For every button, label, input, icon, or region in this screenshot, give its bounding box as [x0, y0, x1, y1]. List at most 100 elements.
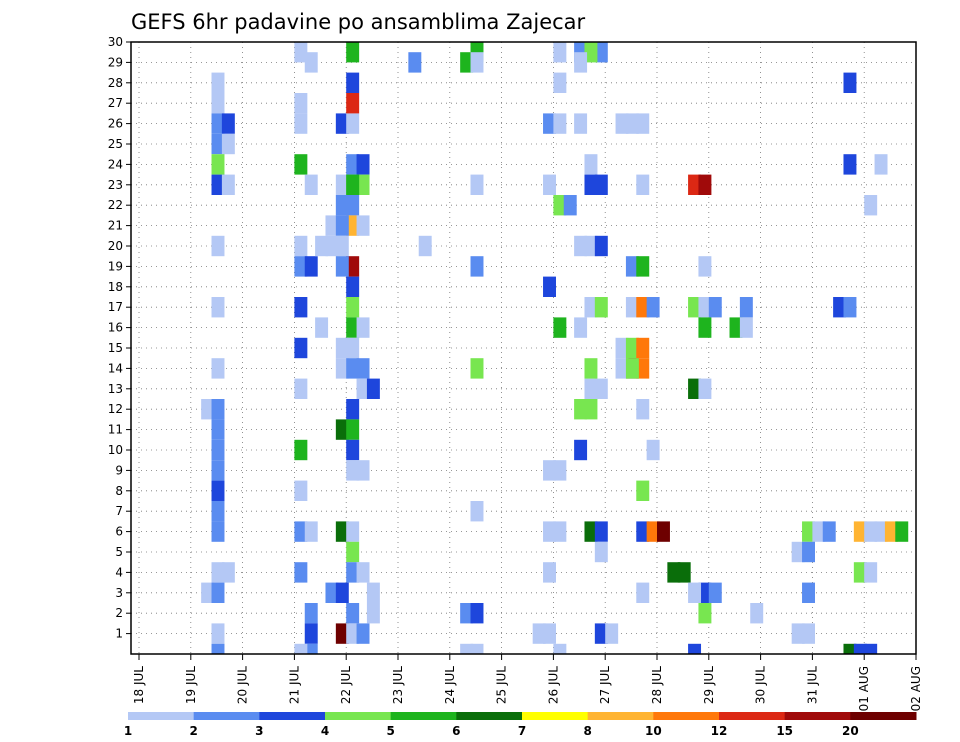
heatmap-cell [211, 521, 225, 542]
heatmap-cell [294, 643, 308, 654]
y-tick-label: 25 [108, 137, 123, 151]
heatmap-cell [884, 521, 898, 542]
heatmap-cell [356, 460, 370, 481]
y-tick-label: 14 [108, 361, 123, 375]
heatmap-cell [335, 419, 349, 440]
y-tick-label: 22 [108, 198, 123, 212]
x-tick-label: 24 JUL [443, 666, 457, 704]
colorbar-label: 4 [321, 724, 329, 738]
heatmap-cell [636, 256, 650, 277]
heatmap-cell [657, 521, 670, 542]
heatmap-cell [584, 297, 598, 318]
heatmap-cell [615, 113, 629, 134]
heatmap-cell [460, 52, 474, 73]
heatmap-cell [346, 154, 360, 175]
y-tick-label: 7 [115, 504, 123, 518]
heatmap-cell [688, 297, 702, 318]
y-tick-label: 27 [108, 96, 123, 110]
heatmap-cell [211, 439, 225, 461]
heatmap-cell [874, 521, 888, 542]
heatmap-cell [335, 113, 349, 134]
heatmap-cell [335, 215, 349, 236]
heatmap-cell [346, 72, 360, 93]
y-tick-label: 12 [108, 402, 123, 416]
heatmap-cell [315, 235, 329, 257]
heatmap-cell [843, 72, 857, 93]
heatmap-cell [366, 378, 380, 399]
heatmap-cell [636, 399, 650, 420]
y-tick-label: 26 [108, 117, 123, 131]
heatmap-cell [294, 235, 308, 257]
heatmap-cell [895, 521, 909, 542]
heatmap-cell [304, 623, 318, 644]
heatmap-cell [335, 337, 349, 359]
colorbar-swatch [587, 712, 654, 720]
heatmap-cell [294, 93, 308, 114]
x-tick-label: 21 JUL [287, 666, 301, 704]
heatmap-cell [294, 42, 308, 63]
heatmap-cell [211, 419, 225, 440]
y-tick-label: 6 [115, 525, 123, 539]
heatmap-cell [294, 113, 308, 134]
y-tick-label: 20 [108, 239, 123, 253]
heatmap-cell [843, 297, 857, 318]
heatmap-cell [553, 643, 567, 654]
heatmap-cells [201, 42, 909, 654]
heatmap-cell [646, 521, 660, 542]
heatmap-cell [688, 378, 702, 399]
heatmap-cell [346, 276, 360, 297]
heatmap-cell [543, 113, 556, 134]
heatmap-cell [211, 623, 225, 644]
heatmap-cell [594, 521, 608, 542]
heatmap-cell [584, 521, 598, 542]
y-tick-label: 18 [108, 280, 123, 294]
heatmap-cell [698, 297, 712, 318]
heatmap-cell [470, 174, 484, 195]
heatmap-cell [294, 154, 308, 175]
x-axis-ticks: 18 JUL 19 JUL 20 JUL 21 JUL 22 JUL 23 JUL 24 J… [132, 654, 923, 711]
heatmap-cell [211, 93, 225, 114]
heatmap-cell [543, 460, 556, 481]
heatmap-cell [698, 582, 712, 603]
heatmap-cell [843, 154, 857, 175]
heatmap-cell [211, 399, 225, 420]
heatmap-cell [304, 521, 318, 542]
heatmap-cell [750, 603, 764, 624]
heatmap-cell [294, 439, 308, 461]
heatmap-cell [294, 297, 308, 318]
heatmap-cell [294, 337, 308, 359]
heatmap-cell [366, 582, 380, 603]
heatmap-cell [418, 235, 432, 257]
heatmap-cell [625, 113, 639, 134]
heatmap-cell [553, 72, 567, 93]
heatmap-cell [304, 603, 318, 624]
heatmap-cell [346, 541, 360, 563]
heatmap-cell [294, 256, 308, 277]
heatmap-cell [304, 52, 318, 73]
heatmap-cell [294, 378, 308, 399]
colorbar-label: 8 [583, 724, 591, 738]
heatmap-cell [335, 358, 349, 379]
heatmap-cell [688, 643, 702, 654]
heatmap-cell [677, 562, 691, 583]
heatmap-cell [667, 562, 681, 583]
heatmap-cell [625, 256, 639, 277]
y-tick-label: 30 [108, 35, 123, 49]
heatmap-cell [211, 358, 225, 379]
heatmap-cell [864, 521, 878, 542]
heatmap-cell [460, 643, 474, 654]
heatmap-cell [594, 541, 608, 563]
x-tick-label: 02 AUG [909, 666, 923, 711]
heatmap-cell [211, 582, 225, 603]
heatmap-cell [688, 582, 702, 603]
y-tick-label: 16 [108, 321, 123, 335]
heatmap-cell [335, 174, 349, 195]
heatmap-cell [864, 195, 878, 216]
heatmap-cell [791, 623, 805, 644]
y-tick-label: 15 [108, 341, 123, 355]
heatmap-cell [211, 480, 225, 501]
heatmap-cell [646, 439, 660, 461]
heatmap-cell [294, 480, 308, 501]
heatmap-cell [584, 174, 598, 195]
